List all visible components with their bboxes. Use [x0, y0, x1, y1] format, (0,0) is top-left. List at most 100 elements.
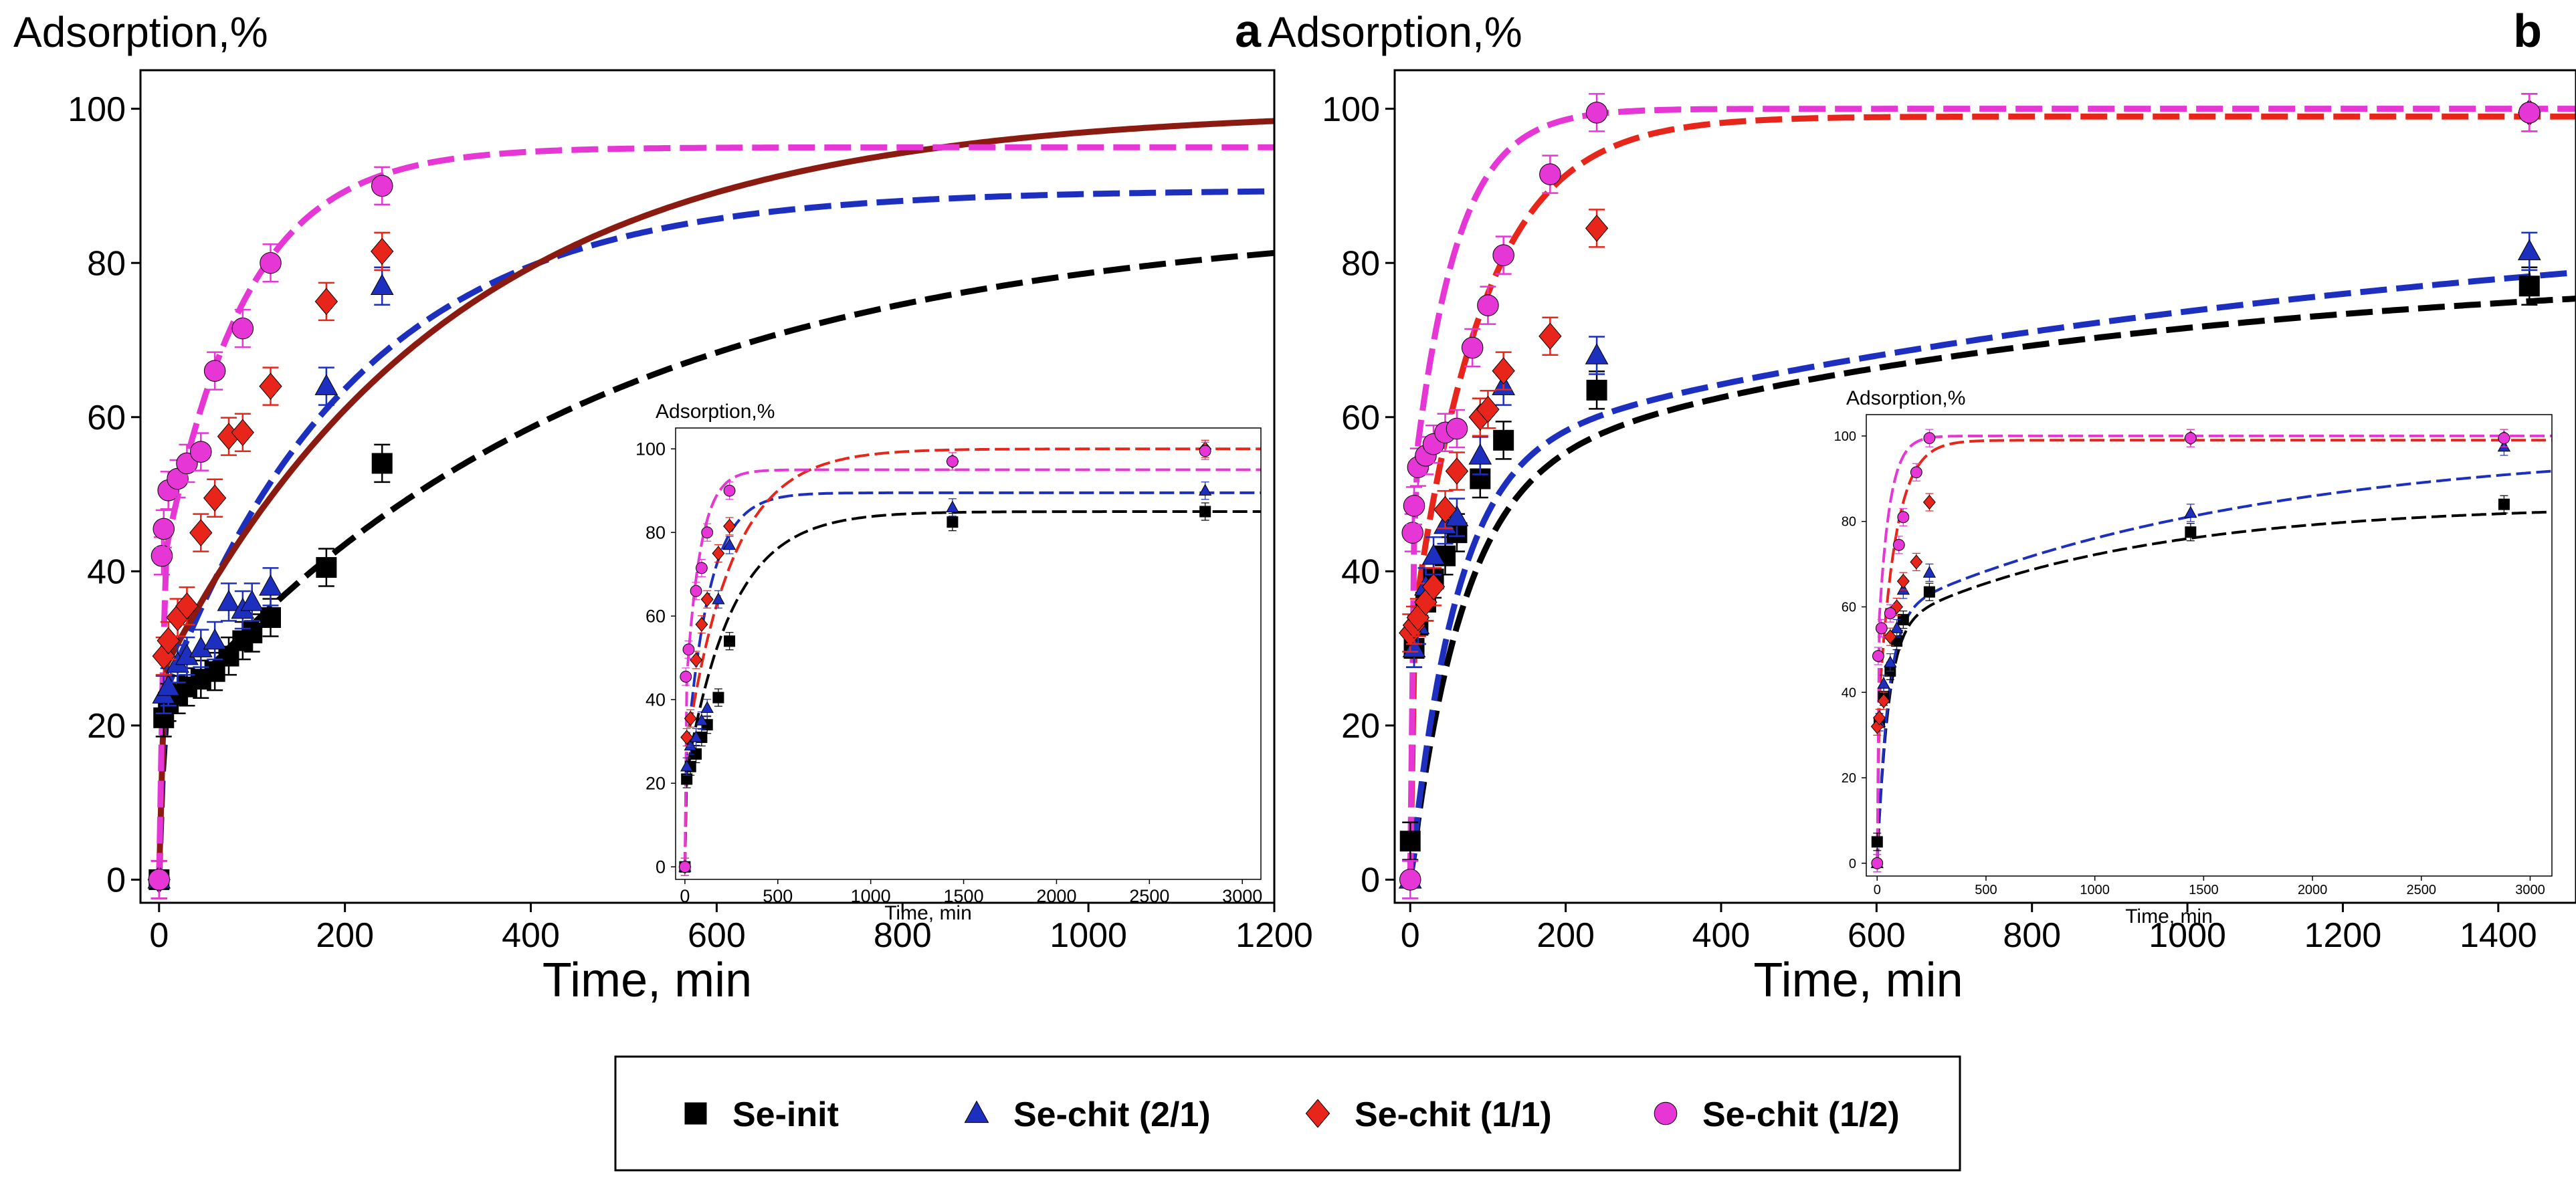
data-point-se-chit-2-1-	[689, 730, 703, 742]
data-point-se-init	[2518, 276, 2540, 297]
data-point-se-chit-2-1-	[700, 701, 714, 714]
data-point-se-chit-1-2-	[946, 455, 959, 467]
y-axis-label: Adsorption,%	[1268, 8, 1522, 56]
data-point-se-init	[1399, 831, 1421, 852]
data-point-se-chit-1-2-	[1875, 622, 1888, 635]
panel-b-main: 0 200 400 600 800 1000 1200 1400020406080100Ads…	[1268, 5, 2576, 1007]
x-tick-label: 1000	[2080, 883, 2110, 897]
legend-marker-triangle	[964, 1100, 989, 1123]
inset-background	[1866, 415, 2552, 876]
panel-b-inset: 0 500 1000 1500 2000 2500 3000 0 20 40 60 80 100 Adso…	[1834, 387, 2553, 928]
data-point-se-chit-1-2-	[1897, 511, 1910, 524]
legend-frame	[614, 1055, 1961, 1172]
plot-frame	[675, 427, 1262, 880]
data-point-se-chit-2-1-	[157, 674, 181, 696]
data-point-se-chit-1-1-	[1873, 710, 1886, 726]
inset-x-axis-label: Time, min	[884, 902, 972, 924]
data-point-se-chit-2-1-	[2517, 239, 2541, 261]
fit-curve-se-chit-2-1-	[1407, 269, 2576, 880]
x-tick-label: 3000	[2515, 883, 2545, 897]
plot-frame	[1866, 414, 2553, 877]
fit-curve-se-init	[1876, 510, 2553, 863]
data-point-se-chit-1-1-	[203, 484, 227, 512]
data-point-se-chit-1-2-	[203, 360, 226, 382]
x-tick-label: 2500	[1129, 886, 1169, 906]
fit-curve-se-chit-1-1-	[683, 447, 1261, 867]
data-point-se-init	[724, 635, 736, 647]
data-point-se-chit-1-2-	[1871, 857, 1884, 869]
panel-letter: b	[2513, 5, 2542, 57]
data-point-se-chit-1-2-	[680, 670, 692, 683]
legend: Se-init Se-chit (2/1) Se-chit (1/1) Se-chit…	[614, 1055, 1961, 1172]
data-point-se-chit-1-2-	[1446, 417, 1468, 440]
data-point-se-chit-2-1-	[370, 274, 394, 296]
data-point-se-chit-1-1-	[1433, 496, 1457, 524]
inset-y-axis-label: Adsorption,%	[1846, 387, 1965, 409]
x-tick-label: 800	[874, 916, 932, 955]
legend-marker-diamond	[1305, 1099, 1330, 1128]
data-point-se-chit-1-1-	[231, 419, 254, 447]
data-point-se-chit-1-2-	[701, 526, 714, 539]
legend-item: Se-chit (2/1)	[964, 1095, 1211, 1134]
y-tick-label: 60	[87, 399, 126, 437]
panel-letter: a	[1235, 5, 1262, 57]
data-point-se-chit-1-1-	[1539, 322, 1562, 350]
data-point-se-init	[1923, 586, 1935, 598]
y-tick-label: 0	[656, 857, 666, 877]
data-point-se-init	[1586, 379, 1607, 401]
data-point-se-chit-1-2-	[1477, 294, 1499, 316]
data-point-se-chit-2-1-	[314, 374, 338, 395]
data-point-se-chit-2-1-	[695, 714, 708, 726]
y-tick-label: 20	[87, 707, 126, 746]
data-point-se-chit-2-1-	[722, 538, 736, 550]
data-point-se-chit-1-1-	[1492, 357, 1515, 385]
x-tick-label: 0	[1874, 883, 1881, 897]
data-point-se-chit-1-2-	[1910, 466, 1922, 479]
data-point-se-chit-2-1-	[259, 574, 282, 596]
data-point-se-chit-1-1-	[723, 518, 736, 534]
data-point-se-init	[260, 607, 282, 628]
y-tick-label: 0	[106, 861, 126, 900]
y-tick-label: 20	[646, 774, 666, 794]
data-point-se-chit-1-2-	[1492, 244, 1514, 266]
data-point-se-chit-1-2-	[1399, 869, 1421, 891]
data-point-se-chit-2-1-	[1890, 621, 1904, 633]
data-point-se-chit-1-2-	[1884, 607, 1896, 619]
data-point-se-chit-1-2-	[231, 317, 254, 340]
legend-item: Se-chit (1/1)	[1305, 1095, 1552, 1134]
inset-x-axis-label: Time, min	[2125, 905, 2213, 928]
fit-curve-se-chit-2-1-	[1876, 469, 2553, 863]
data-point-se-chit-1-1-	[314, 288, 338, 316]
data-point-se-chit-1-1-	[175, 592, 199, 620]
x-tick-label: 1500	[2189, 883, 2219, 897]
x-tick-label: 500	[1975, 883, 1997, 897]
legend-item: Se-chit (1/2)	[1654, 1095, 1900, 1134]
x-tick-label: 200	[316, 916, 374, 955]
data-point-se-init	[2185, 526, 2197, 538]
data-point-se-chit-2-1-	[2184, 506, 2197, 518]
data-point-se-chit-2-1-	[1421, 543, 1446, 565]
data-point-se-chit-2-1-	[1468, 443, 1492, 465]
data-point-se-chit-2-1-	[1585, 343, 1609, 364]
data-point-se-chit-1-1-	[690, 652, 703, 668]
x-tick-label: 1000	[2149, 916, 2226, 955]
fit-curve-se-chit-2-1-	[156, 188, 1275, 880]
x-tick-label: 1000	[1050, 916, 1127, 955]
y-tick-label: 80	[87, 244, 126, 283]
data-point-se-chit-2-1-	[1877, 677, 1890, 689]
data-point-se-chit-1-1-	[1476, 395, 1500, 423]
y-axis-label: Adsorption,%	[13, 8, 268, 56]
data-point-se-chit-1-2-	[1461, 336, 1484, 359]
data-point-se-chit-2-1-	[203, 628, 227, 650]
y-tick-label: 0	[1849, 857, 1856, 871]
x-tick-label: 500	[763, 886, 793, 906]
data-point-se-init	[947, 516, 959, 528]
legend-label: Se-chit (1/1)	[1355, 1095, 1552, 1134]
data-point-se-chit-1-2-	[690, 584, 702, 597]
plot-frame	[1393, 69, 2576, 904]
data-point-se-init	[316, 557, 337, 578]
data-point-se-chit-1-1-	[1421, 573, 1446, 601]
data-point-se-chit-1-2-	[1585, 102, 1608, 124]
data-point-se-chit-1-1-	[712, 546, 725, 561]
